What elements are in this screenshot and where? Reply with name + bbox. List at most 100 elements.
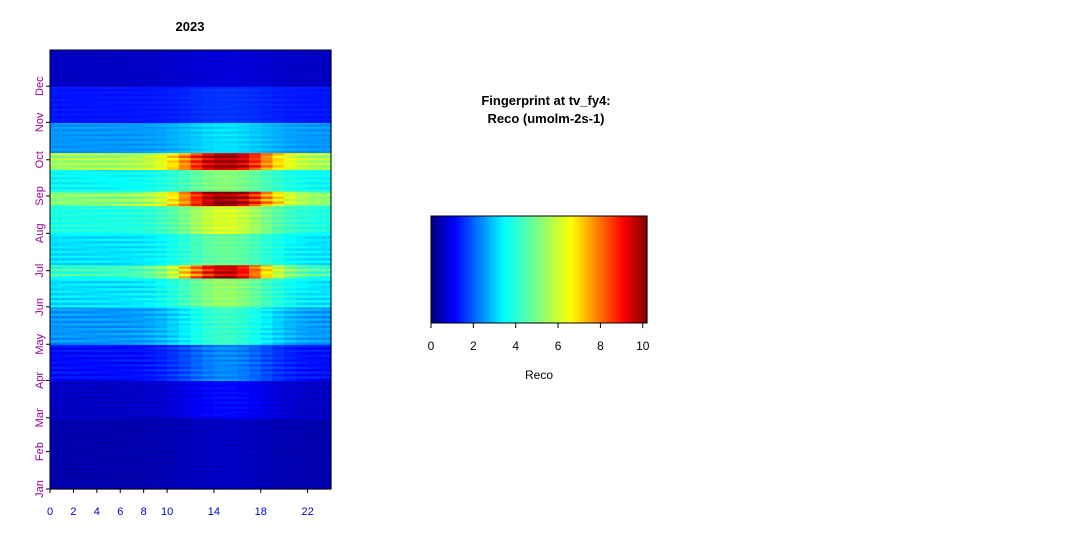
heatmap-cell — [190, 462, 203, 466]
heatmap-cell — [307, 299, 320, 303]
heatmap-cell — [73, 479, 86, 483]
heatmap-cell — [225, 183, 238, 187]
heatmap-cell — [319, 346, 332, 350]
heatmap-cell — [178, 211, 192, 215]
heatmap-cell — [319, 308, 332, 312]
heatmap-cell — [131, 310, 145, 314]
heatmap-cell — [319, 443, 332, 447]
heatmap-cell — [61, 59, 75, 63]
heatmap-cell — [120, 341, 133, 345]
heatmap-cell — [85, 91, 98, 95]
heatmap-cell — [167, 481, 180, 485]
heatmap-cell — [202, 71, 215, 75]
heatmap-cell — [167, 93, 180, 97]
heatmap-cell — [319, 299, 332, 303]
heatmap-cell — [73, 365, 86, 369]
heatmap-cell — [155, 83, 168, 87]
heatmap-cell — [178, 112, 192, 116]
heatmap-cell — [178, 479, 192, 483]
heatmap-cell — [202, 334, 215, 338]
heatmap-cell — [50, 421, 63, 425]
heatmap-cell — [237, 265, 250, 269]
heatmap-cell — [85, 273, 98, 277]
heatmap-cell — [295, 83, 309, 87]
heatmap-cell — [120, 103, 133, 107]
heatmap-cell — [85, 128, 98, 132]
heatmap-cell — [167, 398, 180, 402]
heatmap-cell — [108, 391, 121, 395]
heatmap-cell — [143, 206, 156, 210]
heatmap-cell — [178, 438, 192, 442]
heatmap-cell — [260, 365, 274, 369]
heatmap-cell — [272, 195, 285, 199]
heatmap-cell — [120, 52, 133, 56]
heatmap-cell — [143, 157, 156, 161]
heatmap-cell — [213, 396, 227, 400]
heatmap-cell — [85, 218, 98, 222]
heatmap-cell — [96, 95, 110, 99]
heatmap-cell — [178, 356, 192, 360]
heatmap-cell — [284, 413, 297, 417]
heatmap-cell — [237, 110, 250, 114]
heatmap-cell — [249, 252, 262, 256]
heatmap-cell — [61, 452, 75, 456]
heatmap-cell — [307, 91, 320, 95]
heatmap-cell — [237, 312, 250, 316]
heatmap-cell — [178, 245, 192, 249]
heatmap-cell — [73, 186, 86, 190]
heatmap-cell — [85, 393, 98, 397]
heatmap-cell — [143, 255, 156, 259]
heatmap-cell — [249, 195, 262, 199]
heatmap-cell — [178, 476, 192, 480]
heatmap-cell — [319, 380, 332, 383]
heatmap-cell — [272, 282, 285, 286]
heatmap-cell — [202, 88, 215, 92]
heatmap-cell — [307, 83, 320, 87]
heatmap-cell — [73, 413, 86, 417]
colorbar-strip — [581, 216, 584, 323]
heatmap-cell — [190, 154, 203, 158]
colorbar-strip — [513, 216, 516, 323]
heatmap-cell — [155, 474, 168, 478]
heatmap-cell — [167, 426, 180, 430]
heatmap-cell — [131, 398, 145, 402]
heatmap-cell — [61, 135, 75, 139]
heatmap-cell — [307, 235, 320, 239]
heatmap-cell — [284, 250, 297, 254]
heatmap-cell — [307, 435, 320, 439]
heatmap-cell — [50, 50, 63, 54]
heatmap-cell — [190, 381, 203, 385]
heatmap-cell — [50, 181, 63, 185]
heatmap-cell — [237, 277, 250, 281]
heatmap-cell — [213, 247, 227, 251]
heatmap-cell — [249, 297, 262, 301]
heatmap-cell — [167, 128, 180, 132]
colorbar-tick-label: 2 — [470, 339, 477, 353]
heatmap-cell — [120, 107, 133, 111]
heatmap-cell — [284, 273, 297, 277]
heatmap-cell — [73, 123, 86, 127]
heatmap-cell — [202, 476, 215, 480]
heatmap-cell — [61, 69, 75, 73]
heatmap-cell — [319, 398, 332, 402]
heatmap-cell — [85, 169, 98, 173]
heatmap-cell — [120, 346, 133, 350]
heatmap-cell — [73, 105, 86, 109]
heatmap-cell — [307, 71, 320, 75]
heatmap-cell — [307, 264, 320, 267]
heatmap-cell — [237, 119, 250, 123]
heatmap-cell — [237, 54, 250, 58]
heatmap-cell — [143, 408, 156, 412]
heatmap-cell — [225, 378, 238, 382]
heatmap-cell — [319, 405, 332, 409]
heatmap-cell — [213, 327, 227, 331]
heatmap-cell — [225, 423, 238, 427]
heatmap-cell — [260, 270, 274, 274]
heatmap-cell — [272, 198, 285, 202]
heatmap-cell — [73, 193, 86, 197]
heatmap-cell — [167, 292, 180, 296]
heatmap-cell — [225, 464, 238, 468]
heatmap-cell — [143, 200, 156, 204]
heatmap-cell — [260, 78, 274, 82]
heatmap-cell — [260, 381, 274, 385]
